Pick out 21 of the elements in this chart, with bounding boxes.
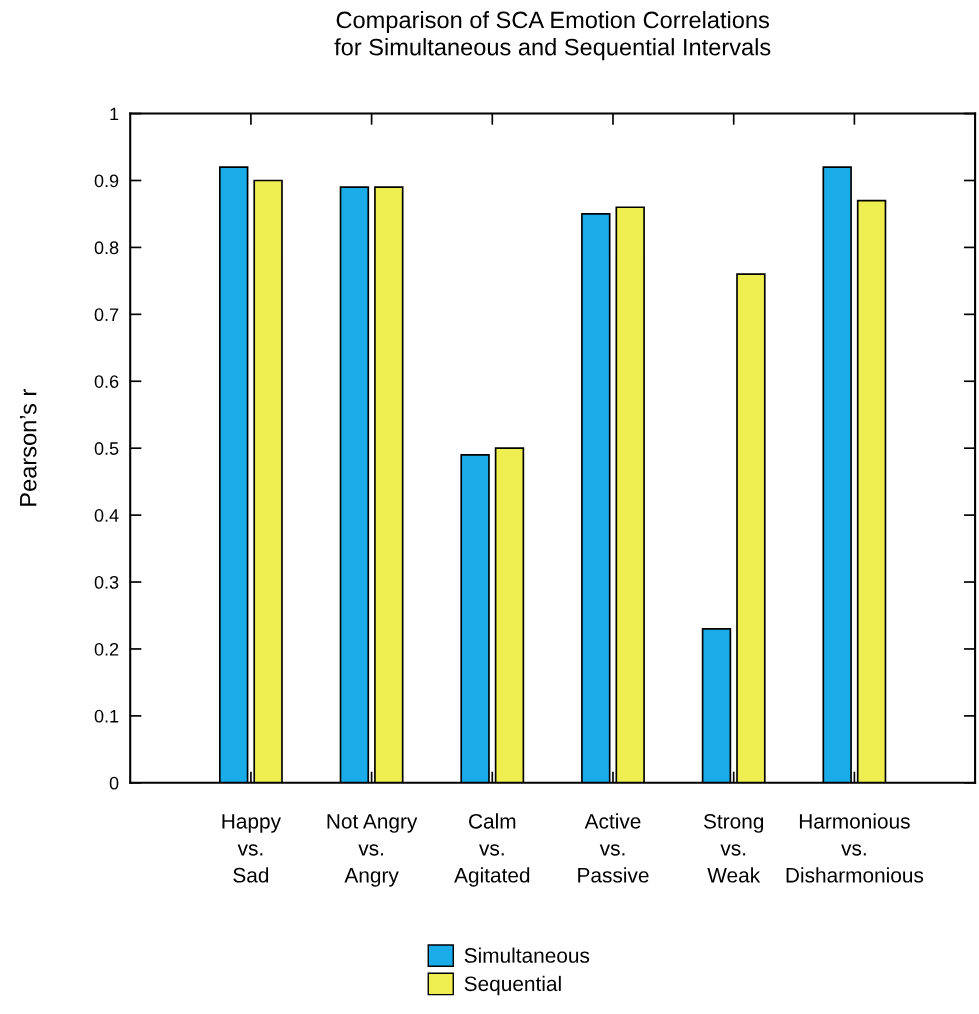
y-tick-label: 0.5 [94,442,119,455]
y-tick-label: 0.4 [94,509,119,522]
x-tick-label: Strong vs. Weak [703,813,764,883]
legend-label: Sequential [464,975,561,996]
y-tick-label: 1 [110,107,119,121]
y-tick-label: 0.3 [94,575,119,589]
x-tick-label: Happy vs. Sad [222,814,281,883]
y-tick-label: 0.9 [94,174,119,188]
x-tick-label: Not Angry vs. Angry [327,814,418,887]
x-tick-label: Active vs. Passive [578,813,649,883]
y-tick-label: 0.7 [94,308,119,322]
y-tick-label: 0.8 [94,241,119,255]
y-tick-label: 0.2 [94,642,119,656]
x-tick-label: Harmonious vs. Disharmonious [786,813,924,883]
y-axis-title: Pearson’s r [20,389,37,506]
y-tick-label: 0.6 [94,375,119,388]
y-tick-label: 0 [109,776,119,790]
x-tick-label: Calm vs. Agitated [454,813,530,887]
y-tick-label: 0.1 [94,709,119,723]
legend-label: Simultaneous [464,947,590,963]
chart-title: Comparison of SCA Emotion Correlations for Simultaneous and Sequential Intervals [334,10,771,61]
